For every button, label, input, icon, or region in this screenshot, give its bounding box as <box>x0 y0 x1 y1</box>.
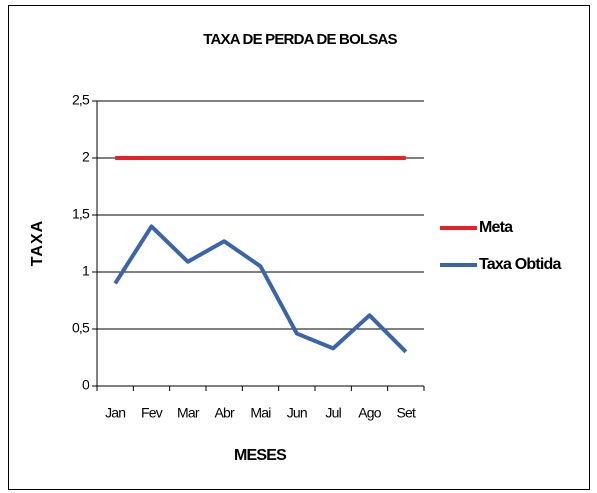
y-axis-label: TAXA <box>29 220 46 266</box>
x-tick-label: Mar <box>177 405 200 421</box>
y-tick-label: 2,5 <box>72 92 90 108</box>
x-tick-label: Jan <box>105 405 125 421</box>
x-tick-label: Jun <box>287 405 307 421</box>
x-tick-label: Set <box>397 405 417 421</box>
x-tick-label: Ago <box>358 405 382 421</box>
y-tick-label: 1,5 <box>72 206 90 222</box>
x-axis-label: MESES <box>234 447 287 464</box>
y-tick-label: 2 <box>82 149 90 165</box>
series-line <box>113 224 408 354</box>
x-tick-label: Mai <box>250 405 271 421</box>
x-tick-label: Abr <box>214 405 235 421</box>
x-tick-label: Jul <box>325 405 341 421</box>
chart-frame <box>8 5 590 490</box>
x-tick-label: Fev <box>141 405 163 421</box>
y-tick-label: 0,5 <box>72 320 90 336</box>
legend-label: Taxa Obtida <box>479 256 561 273</box>
chart-title: TAXA DE PERDA DE BOLSAS <box>203 31 397 48</box>
y-tick-label: 0 <box>82 377 90 393</box>
legend-label: Meta <box>479 219 513 236</box>
y-tick-label: 1 <box>82 263 90 279</box>
